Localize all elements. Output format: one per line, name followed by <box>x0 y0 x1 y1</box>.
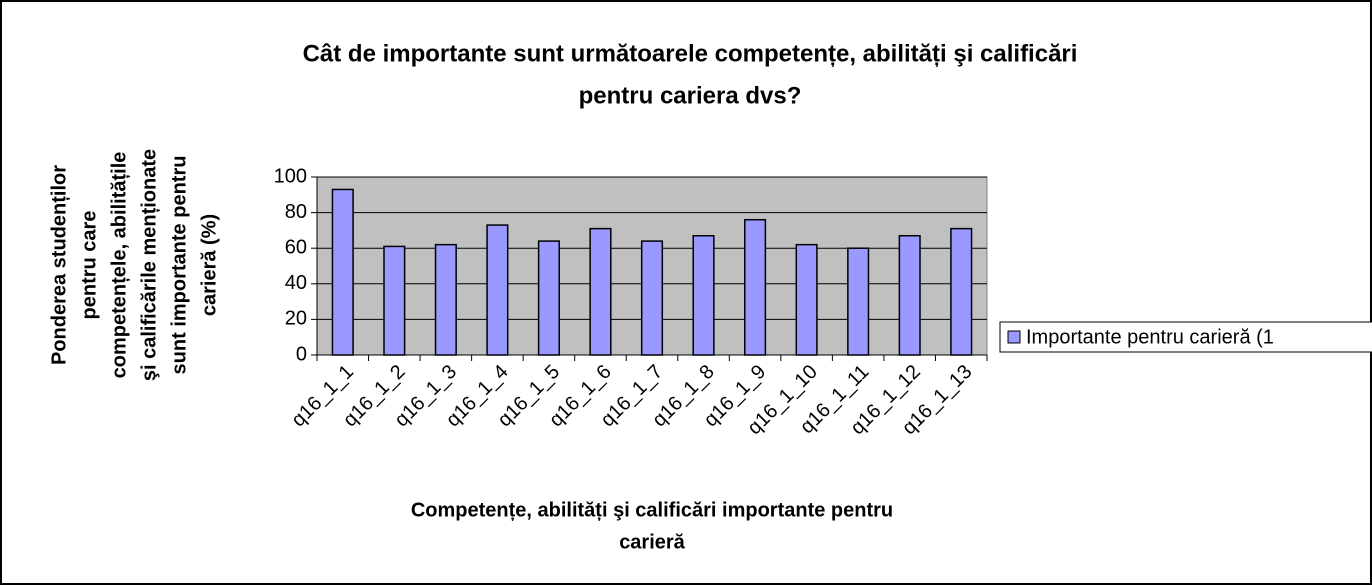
bar <box>331 188 354 356</box>
bar <box>640 240 664 356</box>
bar <box>537 240 560 356</box>
bar <box>795 243 818 356</box>
y-tick-label: 40 <box>285 272 307 294</box>
legend-label: Importante pentru carieră (1 <box>1026 326 1274 348</box>
y-axis-title-line: şi calificările menționate <box>138 149 160 381</box>
y-tick-label: 100 <box>274 165 307 187</box>
y-tick-label: 20 <box>285 308 307 330</box>
bar <box>692 234 715 356</box>
legend-box <box>999 321 1372 353</box>
y-axis-title-line: competențele, abilitățile <box>108 152 130 379</box>
y-axis-title-line: pentru care <box>78 211 100 320</box>
bar <box>434 243 457 356</box>
y-axis-title-line: Ponderea studenților <box>48 165 70 365</box>
chart-title: pentru cariera dvs? <box>579 82 802 109</box>
bar <box>383 245 406 356</box>
bar <box>744 218 767 356</box>
legend-swatch <box>1007 330 1021 344</box>
bar <box>847 247 870 356</box>
bar <box>486 224 509 356</box>
y-tick-label: 0 <box>296 343 307 365</box>
y-axis-title: Ponderea studenților pentru care competenț… <box>48 149 220 381</box>
bar <box>950 227 973 356</box>
bar <box>589 227 612 356</box>
y-tick-label: 80 <box>285 201 307 223</box>
bar <box>898 234 921 356</box>
chart-title: Cât de importante sunt următoarele compe… <box>303 40 1078 67</box>
x-axis-title: Competențe, abilități şi calificări impo… <box>411 499 893 521</box>
y-axis-title-line: carieră (%) <box>198 214 220 316</box>
y-axis-title-line: sunt importante pentru <box>168 156 190 375</box>
x-axis-title: carieră <box>619 531 685 553</box>
y-tick-label: 60 <box>285 236 307 258</box>
